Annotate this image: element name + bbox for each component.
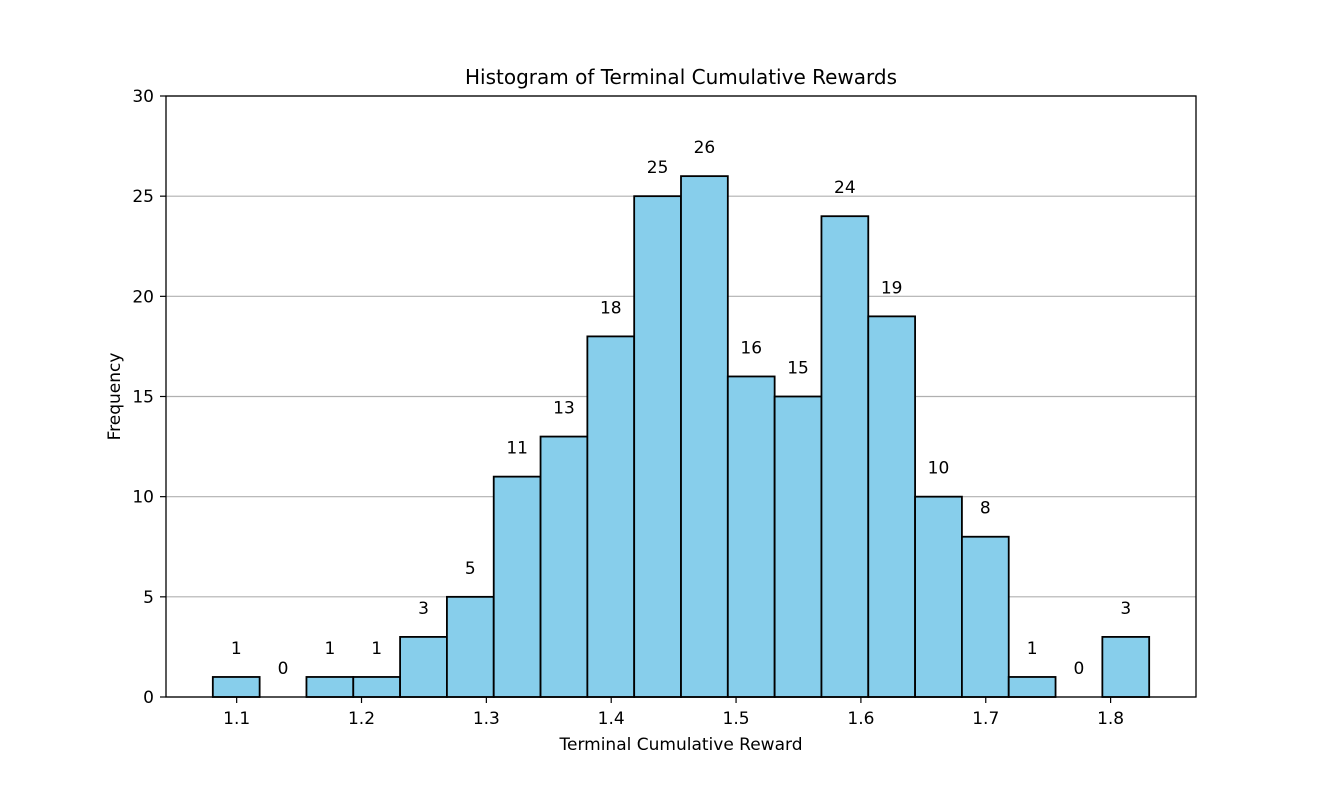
y-tick-label: 15	[132, 388, 154, 408]
x-axis-ticks: 1.1 1.2 1.3 1.4 1.5 1.6 1.7 1.8	[223, 697, 1124, 729]
histogram-bar	[633, 195, 682, 698]
bar-value-label: 8	[980, 499, 991, 519]
histogram-bar	[1101, 636, 1151, 698]
bar-value-label: 18	[600, 298, 622, 318]
histogram-bar	[680, 175, 729, 698]
histogram-bar	[352, 676, 401, 698]
histogram-bar	[586, 335, 636, 698]
histogram-bar	[492, 475, 542, 698]
x-tick-label: 1.5	[723, 709, 750, 729]
bar-value-label: 24	[834, 178, 856, 198]
bar-value-label: 10	[928, 459, 950, 479]
bar-value-label: 15	[787, 359, 809, 379]
bar-value-label: 13	[553, 399, 575, 419]
bar-value-label: 1	[371, 639, 382, 659]
bar-value-label: 25	[647, 158, 669, 178]
bar-value-label: 1	[231, 639, 242, 659]
chart-title: Histogram of Terminal Cumulative Rewards	[465, 65, 897, 89]
x-axis-label: Terminal Cumulative Reward	[559, 735, 803, 755]
x-tick-label: 1.3	[473, 709, 500, 729]
x-tick-label: 1.7	[972, 709, 999, 729]
histogram-bar	[446, 595, 495, 698]
x-tick-label: 1.1	[223, 709, 250, 729]
x-tick-label: 1.4	[598, 709, 625, 729]
bar-value-label: 3	[1120, 599, 1131, 619]
bar-value-label: 0	[1074, 659, 1085, 679]
histogram-bar	[539, 435, 589, 698]
bar-value-label: 0	[278, 659, 289, 679]
y-tick-label: 25	[132, 187, 154, 207]
y-tick-label: 10	[132, 488, 154, 508]
histogram-bar	[867, 315, 916, 698]
x-tick-label: 1.8	[1097, 709, 1124, 729]
bar-value-label: 5	[465, 559, 476, 579]
x-tick-label: 1.6	[847, 709, 874, 729]
bar-value-label: 3	[418, 599, 429, 619]
bar-value-label: 19	[881, 278, 903, 298]
histogram-bar	[1007, 676, 1057, 698]
x-tick-label: 1.2	[348, 709, 375, 729]
bar-value-label: 1	[1027, 639, 1038, 659]
bar-value-label: 16	[740, 338, 762, 358]
histogram-bar	[211, 676, 261, 698]
histogram-bar	[726, 375, 776, 698]
y-axis-ticks: 0 5 10 15 20 25 30	[132, 87, 166, 708]
bar-value-label: 26	[694, 138, 716, 158]
y-tick-label: 5	[143, 588, 154, 608]
bar-value-label: 1	[324, 639, 335, 659]
histogram-bars	[211, 175, 1151, 698]
histogram-bar	[961, 535, 1010, 698]
histogram-bar	[820, 215, 870, 698]
histogram-bar	[773, 395, 823, 698]
bar-value-label: 11	[506, 439, 528, 459]
histogram-bar	[914, 495, 963, 698]
histogram-bar	[305, 676, 355, 698]
histogram-bar	[399, 636, 448, 698]
y-axis-label: Frequency	[105, 353, 125, 441]
y-tick-label: 0	[143, 688, 154, 708]
y-tick-label: 30	[132, 87, 154, 107]
y-tick-label: 20	[132, 287, 154, 307]
